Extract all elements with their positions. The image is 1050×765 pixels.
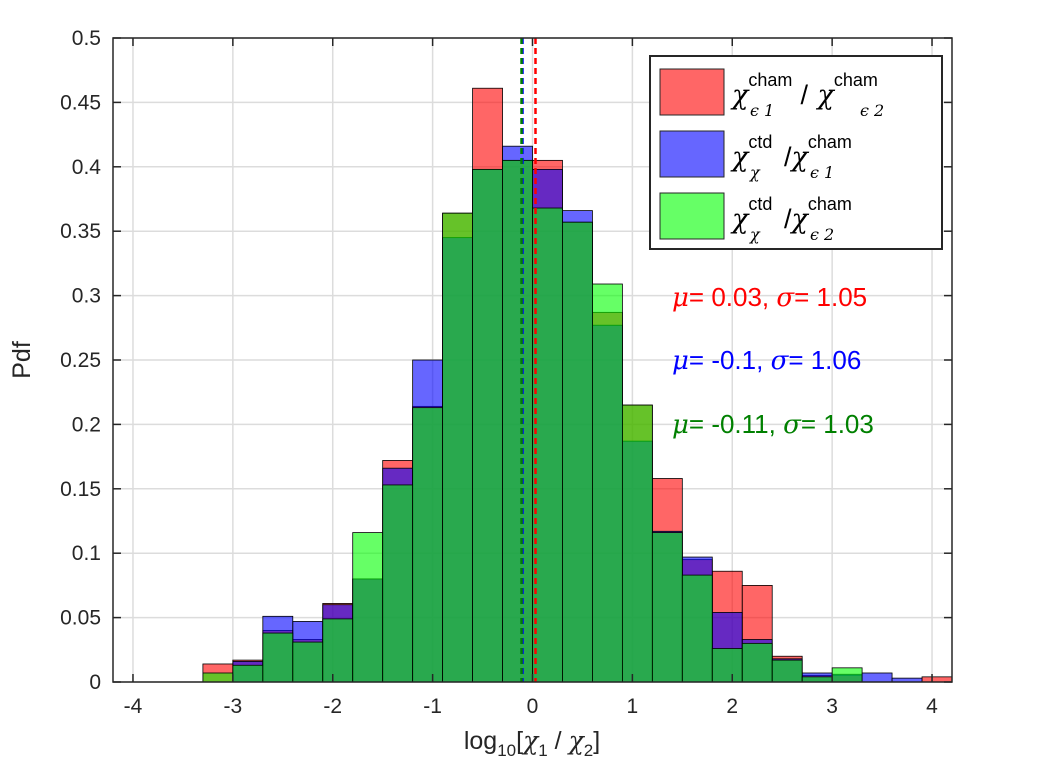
histogram-bar-green <box>771 659 803 683</box>
stats-annotation-blue: μ= -0.1, σ= 1.06 <box>672 345 861 376</box>
y-tick-label: 0.5 <box>72 27 101 50</box>
legend-swatch-red <box>659 68 725 116</box>
legend-entry-1: χcham ϵ 1 / χcham ϵ 2 <box>730 70 884 120</box>
histogram-bar-green <box>352 532 384 683</box>
histogram-bar-green <box>472 168 503 683</box>
y-tick-label: 0.4 <box>72 156 102 179</box>
histogram-bars <box>202 87 953 683</box>
histogram-bar-green <box>831 667 863 683</box>
histogram-bar-green <box>412 407 444 683</box>
y-tick-labels: 0 0.05 0.1 0.15 0.2 0.25 0.3 0.35 0.4 0.45 0.5 <box>60 27 101 694</box>
histogram-bar-blue <box>861 672 893 683</box>
x-tick-label: 4 <box>926 695 938 718</box>
histogram-bar-green <box>532 207 563 683</box>
x-axis-label: log10[χ1 / χ2] <box>464 726 600 760</box>
histogram-bar-green <box>262 632 294 683</box>
histogram-bar-green <box>382 484 414 683</box>
histogram-bar-green <box>202 672 234 683</box>
histogram-bar-green <box>711 648 743 683</box>
x-tick-labels: -4 -3 -2 -1 0 1 2 3 4 <box>124 695 939 718</box>
y-tick-label: 0.25 <box>60 349 101 372</box>
axis-ticks <box>113 37 952 683</box>
legend-entry-3: χctd χ/χcham ϵ 2 <box>730 194 852 244</box>
histogram-bar-green <box>651 532 683 683</box>
legend: χcham ϵ 1 / χcham ϵ 2 χctd χ/χcham ϵ 1 χctd χ… <box>649 55 943 250</box>
y-tick-label: 0.05 <box>60 607 101 630</box>
histogram-bar-green <box>681 574 713 683</box>
x-tick-label: -4 <box>124 695 143 718</box>
y-tick-label: 0.3 <box>72 285 101 308</box>
series-green <box>202 159 863 683</box>
histogram-bar-red <box>921 676 953 683</box>
y-tick-label: 0.15 <box>60 478 101 501</box>
x-tick-label: 1 <box>627 695 639 718</box>
x-tick-label: 0 <box>527 695 539 718</box>
stats-annotation-red: μ= 0.03, σ= 1.05 <box>672 282 867 313</box>
histogram-bar-green <box>621 404 653 683</box>
y-axis-label: Pdf <box>8 341 36 379</box>
x-tick-label: 3 <box>826 695 838 718</box>
stats-annotation-green: μ= -0.11, σ= 1.03 <box>672 409 874 440</box>
histogram-bar-green <box>442 212 473 683</box>
x-tick-label: -3 <box>224 695 243 718</box>
y-tick-label: 0 <box>89 671 101 694</box>
histogram-bar-green <box>502 159 533 683</box>
histogram-bar-green <box>232 664 264 683</box>
y-tick-label: 0.35 <box>60 220 101 243</box>
histogram-bar-green <box>292 641 324 683</box>
y-tick-label: 0.45 <box>60 91 101 114</box>
legend-swatch-blue <box>659 130 725 178</box>
legend-entry-2: χctd χ/χcham ϵ 1 <box>730 132 852 182</box>
x-tick-label: 2 <box>726 695 738 718</box>
histogram-bar-green <box>592 283 623 683</box>
histogram-bar-green <box>801 676 833 683</box>
mean-lines <box>520 38 537 682</box>
histogram-bar-green <box>562 221 593 683</box>
legend-swatch-green <box>659 192 725 240</box>
histogram-bar-green <box>322 618 354 683</box>
histogram-bar-green <box>741 642 773 683</box>
x-tick-label: -2 <box>323 695 342 718</box>
y-tick-label: 0.2 <box>72 413 101 436</box>
y-tick-label: 0.1 <box>72 542 101 565</box>
x-tick-label: -1 <box>423 695 442 718</box>
